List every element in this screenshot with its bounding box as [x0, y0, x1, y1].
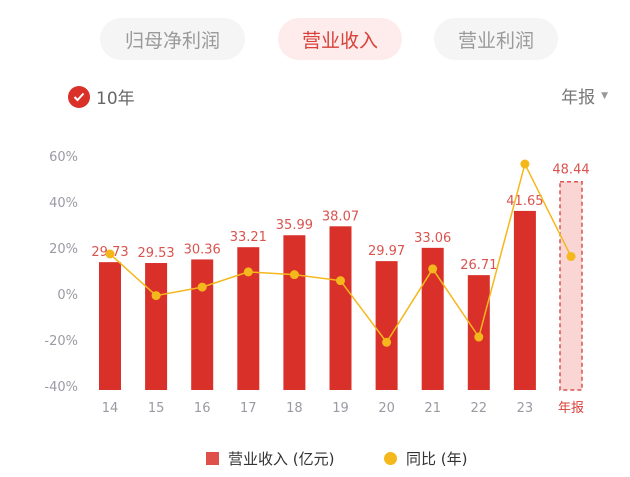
x-tick-label: 18 [286, 401, 303, 416]
x-tick-label: 22 [471, 401, 488, 416]
tab-revenue[interactable]: 营业收入 [278, 18, 402, 60]
x-tick-label: 23 [517, 401, 534, 416]
bar-value-label: 30.36 [184, 242, 221, 257]
bar [191, 259, 214, 390]
bar [421, 247, 444, 390]
bar-value-label: 33.21 [230, 230, 267, 245]
x-tick-label: 17 [240, 401, 257, 416]
legend-label: 营业收入 (亿元) [228, 450, 335, 468]
yoy-point [151, 291, 161, 301]
x-tick-label: 20 [378, 401, 395, 416]
legend-item-yoy[interactable]: 同比 (年) [384, 448, 467, 469]
bar-value-label: 48.44 [552, 163, 589, 178]
range-label: 10年 [96, 89, 135, 109]
period-dropdown[interactable]: 年报 ▼ [561, 83, 608, 108]
bar [99, 262, 121, 390]
chart-plot: 60%40%20%0%-20%-40%29.731429.531530.3616… [44, 150, 589, 416]
bar-value-label: 29.97 [368, 244, 405, 259]
tab-operating-profit[interactable]: 营业利润 [434, 18, 558, 60]
bar-value-label: 33.06 [414, 231, 451, 246]
check-circle-icon [68, 85, 90, 108]
bar [283, 235, 306, 390]
yoy-point [289, 270, 299, 280]
x-tick-label: 19 [332, 401, 349, 416]
bar-value-label: 35.99 [276, 218, 313, 233]
bar [237, 247, 260, 390]
x-tick-label: 14 [102, 401, 119, 416]
y-tick-label: 40% [49, 196, 78, 211]
yoy-point [243, 267, 253, 277]
range-toggle[interactable]: 10年 [68, 84, 135, 109]
yoy-point [428, 264, 438, 274]
legend-swatch-line [384, 452, 397, 465]
yoy-point [336, 276, 345, 286]
bar-estimate [559, 180, 583, 391]
bar-value-label: 38.07 [322, 209, 359, 224]
legend-item-revenue[interactable]: 营业收入 (亿元) [206, 448, 334, 469]
bar-value-label: 41.65 [506, 194, 543, 209]
legend-swatch-bar [206, 452, 219, 465]
yoy-point [520, 159, 530, 169]
caret-down-icon: ▼ [601, 90, 608, 101]
x-tick-label: 15 [148, 401, 165, 416]
x-tick-label: 16 [194, 401, 211, 416]
legend-label: 同比 (年) [406, 450, 468, 468]
yoy-point [197, 282, 207, 292]
yoy-point [474, 332, 484, 342]
y-tick-label: 60% [49, 150, 78, 165]
bar [513, 210, 536, 390]
y-tick-label: -20% [44, 334, 78, 349]
bar-value-label: 29.53 [137, 246, 174, 261]
yoy-point [566, 252, 576, 262]
y-tick-label: 0% [57, 288, 78, 303]
bar-value-label: 26.71 [460, 258, 497, 273]
y-tick-label: -40% [44, 380, 78, 395]
x-tick-label: 年报 [558, 401, 584, 416]
x-tick-label: 21 [424, 401, 441, 416]
bar [145, 263, 168, 390]
bar [329, 226, 352, 390]
yoy-point [382, 337, 392, 347]
period-label: 年报 [561, 88, 596, 108]
yoy-point [105, 249, 115, 259]
tab-net-profit[interactable]: 归母净利润 [100, 18, 245, 60]
bar [375, 261, 398, 390]
y-tick-label: 20% [49, 242, 78, 257]
